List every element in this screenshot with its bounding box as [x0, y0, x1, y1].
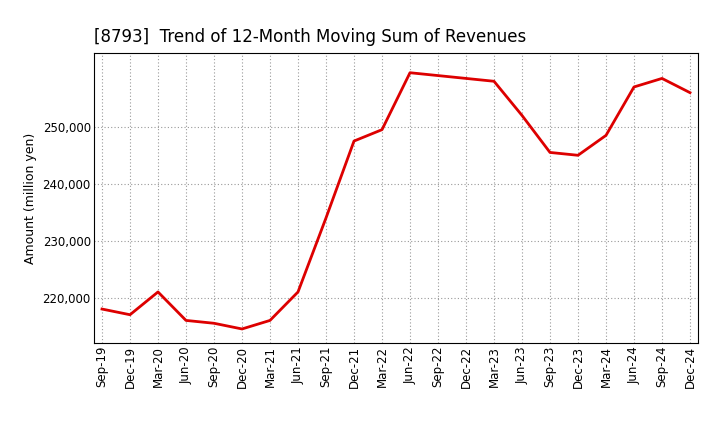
Text: [8793]  Trend of 12-Month Moving Sum of Revenues: [8793] Trend of 12-Month Moving Sum of R… — [94, 28, 526, 46]
Y-axis label: Amount (million yen): Amount (million yen) — [24, 132, 37, 264]
